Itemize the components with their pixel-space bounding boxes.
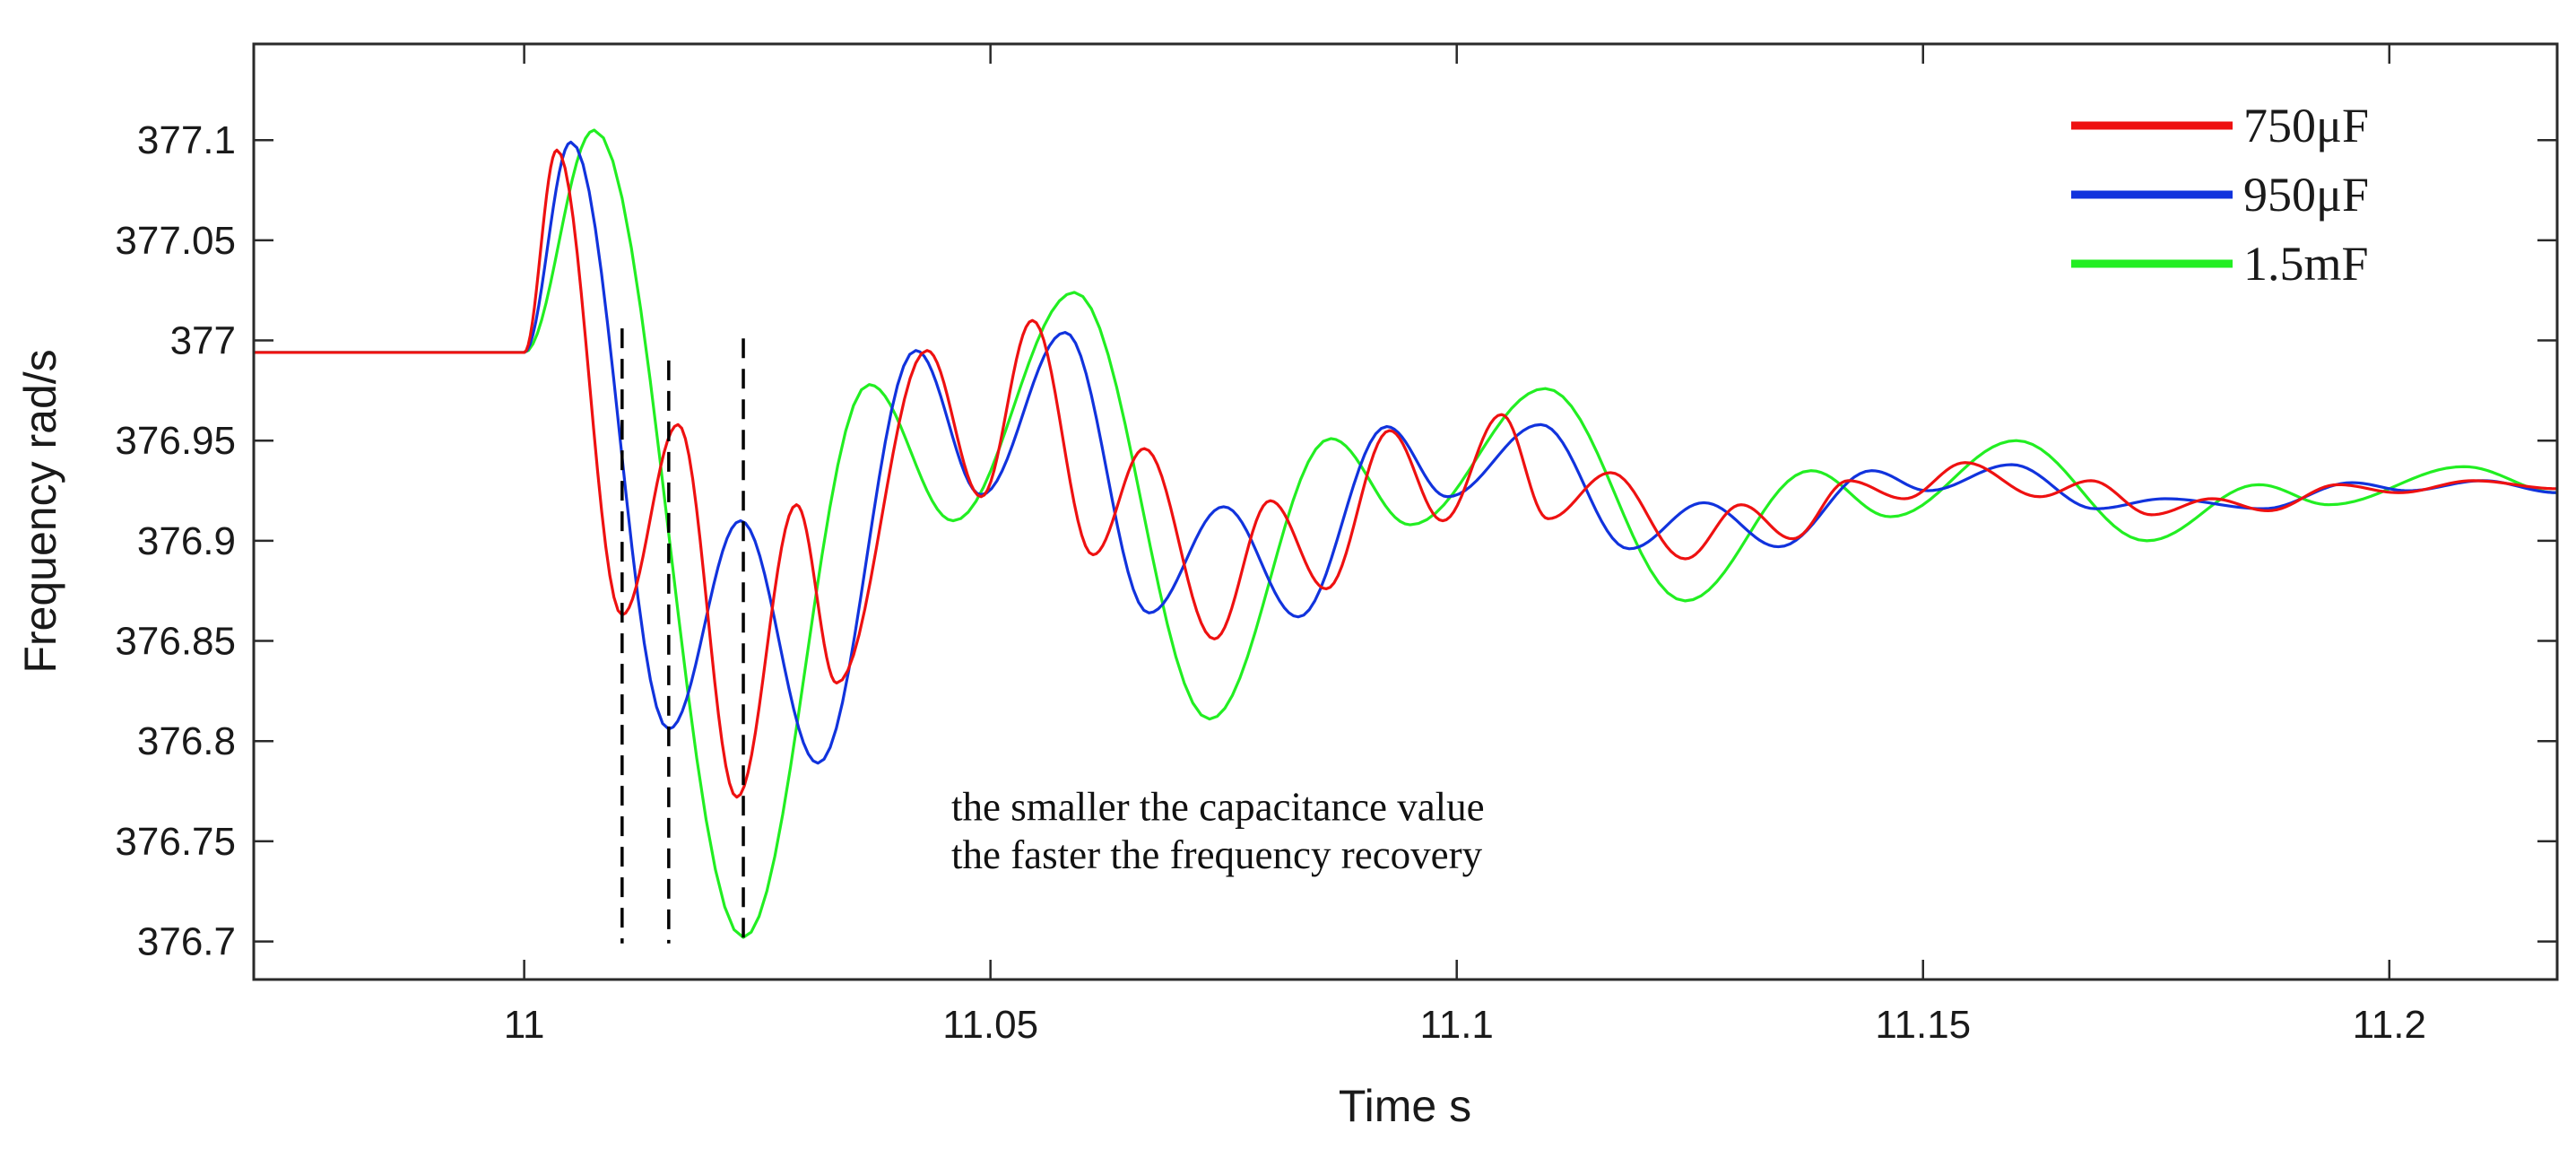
y-tick-label: 376.85 [115, 620, 236, 664]
series-line-1 [254, 148, 2558, 799]
annotation-line-2: the faster the frequency recovery [951, 832, 1483, 877]
x-tick-label: 11.05 [942, 1003, 1038, 1047]
y-tick-label: 376.75 [115, 820, 236, 864]
legend-label-1: 750μF [2243, 99, 2369, 152]
y-tick-label: 376.95 [115, 419, 236, 463]
dashed-markers [620, 328, 745, 944]
tick-marks [254, 44, 2557, 980]
plot-background [254, 44, 2557, 980]
y-tick-label: 377 [170, 319, 236, 363]
legend: 750μF 950μF 1.5mF [2071, 99, 2369, 291]
legend-label-3: 1.5mF [2243, 237, 2369, 291]
y-tick-labels: 376.7 376.75 376.8 376.85 376.9 376.95 377 377.… [115, 118, 236, 963]
annotation-line-1: the smaller the capacitance value [951, 784, 1485, 829]
y-axis-title: Frequency rad/s [15, 349, 65, 673]
x-tick-label: 11.1 [1420, 1003, 1494, 1047]
series-line-3 [254, 128, 2558, 939]
series-line-2 [254, 140, 2558, 765]
x-tick-labels: 11 11.05 11.1 11.15 11.2 [504, 1003, 2426, 1047]
y-tick-label: 377.1 [137, 118, 236, 162]
y-tick-label: 376.9 [137, 519, 236, 563]
legend-label-2: 950μF [2243, 168, 2369, 222]
y-tick-label: 376.7 [137, 920, 236, 964]
data-series [254, 128, 2558, 939]
y-tick-label: 376.8 [137, 719, 236, 763]
y-tick-label: 377.05 [115, 219, 236, 263]
x-tick-label: 11.15 [1875, 1003, 1971, 1047]
x-tick-label: 11.2 [2353, 1003, 2426, 1047]
x-axis-title: Time s [1339, 1081, 1471, 1131]
x-tick-label: 11 [504, 1003, 545, 1047]
plot-frame [252, 42, 2559, 981]
